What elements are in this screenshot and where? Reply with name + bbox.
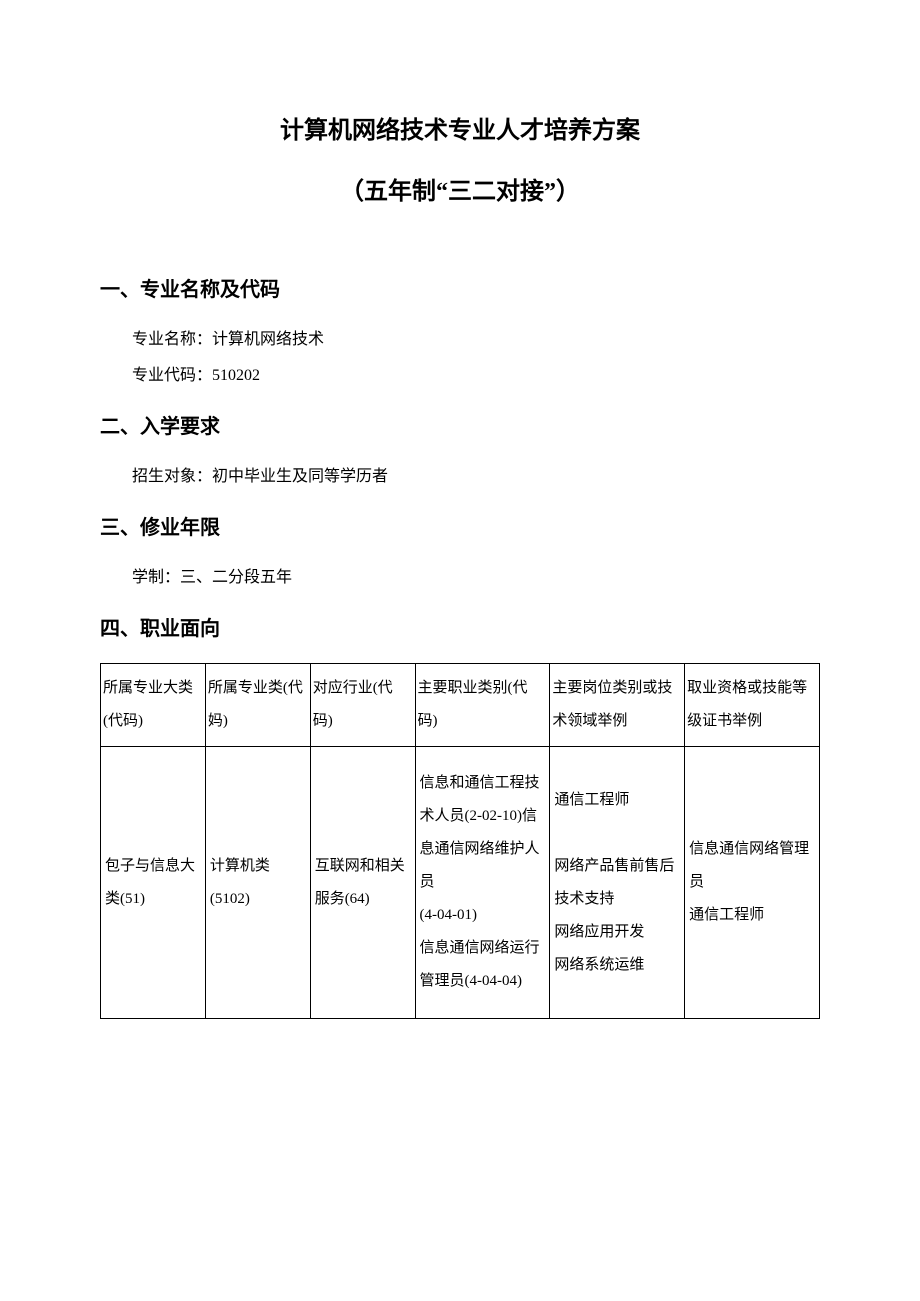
- table-cell-r1c2: 计算机类 (5102): [205, 747, 310, 1019]
- table-row: 包子与信息大类(51) 计算机类 (5102) 互联网和相关服务(64) 信息和…: [101, 747, 820, 1019]
- table-cell-r1c1: 包子与信息大类(51): [101, 747, 206, 1019]
- section-2: 二、入学要求 招生对象：初中毕业生及同等学历者: [100, 411, 820, 494]
- section-1-heading: 一、专业名称及代码: [100, 274, 820, 306]
- section-4: 四、职业面向: [100, 613, 820, 645]
- table-cell-r1c5: 通信工程师 网络产品售前售后技术支持 网络应用开发 网络系统运维: [550, 747, 685, 1019]
- section-2-heading: 二、入学要求: [100, 411, 820, 443]
- table-header-1: 所属专业大类(代码): [101, 664, 206, 747]
- title-main: 计算机网络技术专业人才培养方案: [100, 110, 820, 153]
- table-header-3: 对应行业(代码): [310, 664, 415, 747]
- table-header-6: 取业资格或技能等级证书举例: [685, 664, 820, 747]
- section-1-line-2: 专业代码：510202: [100, 358, 820, 393]
- table-cell-r1c3: 互联网和相关服务(64): [310, 747, 415, 1019]
- occupation-table: 所属专业大类(代码) 所属专业类(代妈) 对应行业(代码) 主要职业类别(代码)…: [100, 663, 820, 1019]
- section-3-heading: 三、修业年限: [100, 512, 820, 544]
- table-header-2: 所属专业类(代妈): [205, 664, 310, 747]
- table-cell-r1c6: 信息通信网络管理员 通信工程师: [685, 747, 820, 1019]
- section-2-line-1: 招生对象：初中毕业生及同等学历者: [100, 459, 820, 494]
- section-1: 一、专业名称及代码 专业名称：计算机网络技术 专业代码：510202: [100, 274, 820, 392]
- section-3-line-1: 学制：三、二分段五年: [100, 560, 820, 595]
- occupation-table-wrap: 所属专业大类(代码) 所属专业类(代妈) 对应行业(代码) 主要职业类别(代码)…: [100, 663, 820, 1019]
- section-4-heading: 四、职业面向: [100, 613, 820, 645]
- title-sub: （五年制“三二对接”）: [100, 171, 820, 214]
- table-header-row: 所属专业大类(代码) 所属专业类(代妈) 对应行业(代码) 主要职业类别(代码)…: [101, 664, 820, 747]
- table-header-5: 主要岗位类别或技术领域举例: [550, 664, 685, 747]
- section-3: 三、修业年限 学制：三、二分段五年: [100, 512, 820, 595]
- table-cell-r1c4: 信息和通信工程技术人员(2-02-10)信息通信网络维护人员 (4-04-01)…: [415, 747, 550, 1019]
- table-header-4: 主要职业类别(代码): [415, 664, 550, 747]
- document-title-block: 计算机网络技术专业人才培养方案 （五年制“三二对接”）: [100, 110, 820, 214]
- section-1-line-1: 专业名称：计算机网络技术: [100, 322, 820, 357]
